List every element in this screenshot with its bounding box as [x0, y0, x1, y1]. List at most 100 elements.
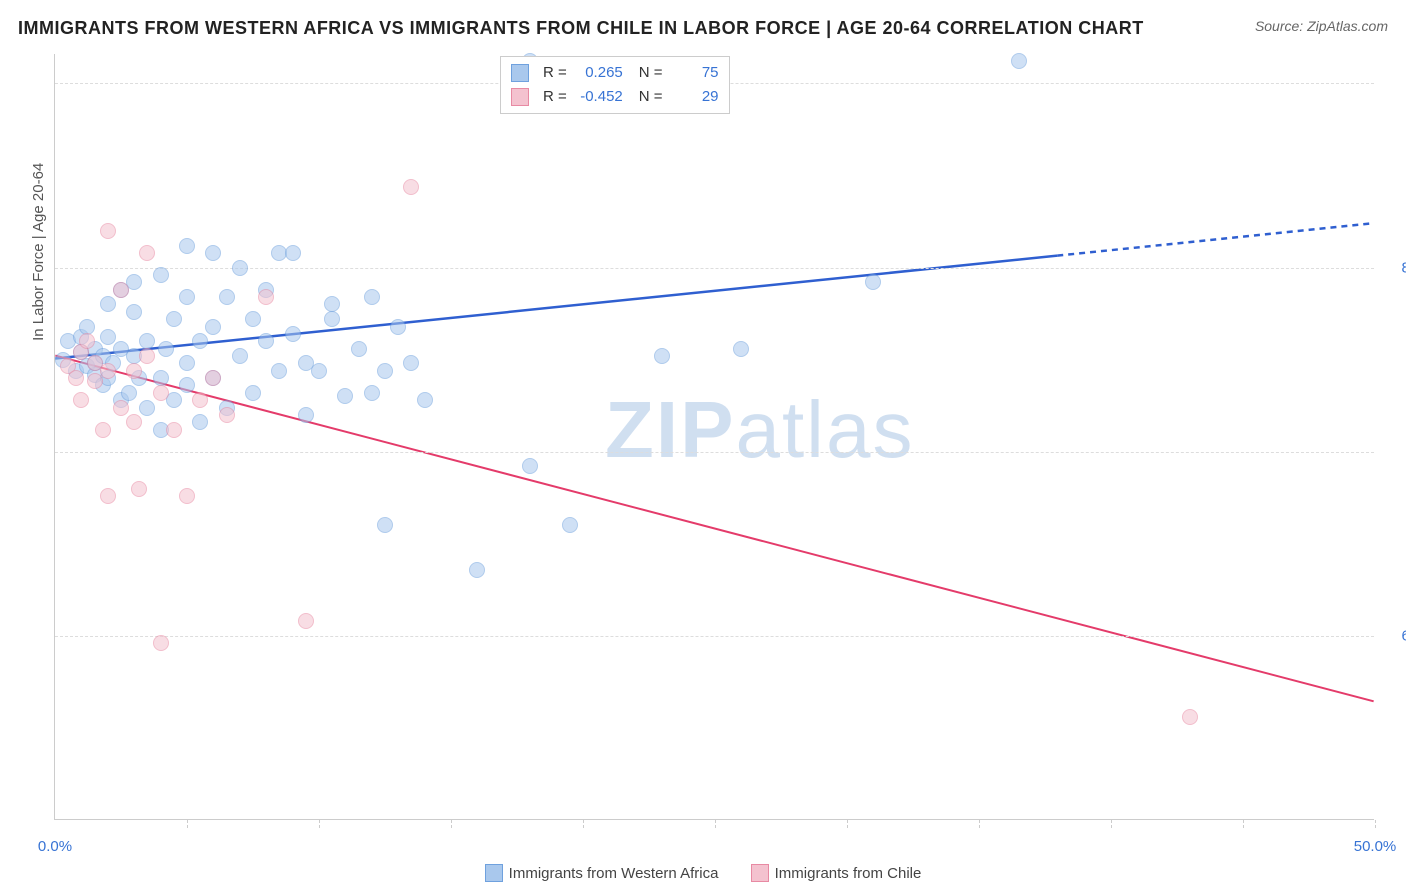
xtick-mark	[187, 820, 188, 828]
data-point-wafrica	[100, 329, 116, 345]
data-point-wafrica	[245, 311, 261, 327]
data-point-wafrica	[1011, 53, 1027, 69]
bottom-legend: Immigrants from Western Africa Immigrant…	[0, 864, 1406, 886]
gridline-h	[55, 268, 1374, 269]
data-point-wafrica	[271, 363, 287, 379]
data-point-wafrica	[865, 274, 881, 290]
data-point-chile	[100, 488, 116, 504]
data-point-wafrica	[522, 458, 538, 474]
data-point-wafrica	[298, 407, 314, 423]
data-point-wafrica	[100, 296, 116, 312]
data-point-chile	[131, 481, 147, 497]
data-point-wafrica	[285, 326, 301, 342]
data-point-chile	[73, 392, 89, 408]
chart-title: IMMIGRANTS FROM WESTERN AFRICA VS IMMIGR…	[18, 18, 1144, 38]
xtick-mark	[1243, 820, 1244, 828]
data-point-chile	[87, 373, 103, 389]
stats-r-label: R =	[543, 85, 567, 109]
data-point-wafrica	[417, 392, 433, 408]
data-point-wafrica	[469, 562, 485, 578]
data-point-wafrica	[179, 289, 195, 305]
xtick-mark	[979, 820, 980, 828]
data-point-wafrica	[377, 517, 393, 533]
xtick-mark	[451, 820, 452, 828]
data-point-chile	[139, 348, 155, 364]
y-axis-label: In Labor Force | Age 20-64	[30, 163, 47, 341]
data-point-wafrica	[390, 319, 406, 335]
data-point-wafrica	[232, 348, 248, 364]
stats-n-value: 75	[671, 61, 719, 85]
data-point-wafrica	[654, 348, 670, 364]
data-point-chile	[153, 635, 169, 651]
data-point-chile	[79, 333, 95, 349]
xtick-mark	[319, 820, 320, 828]
data-point-wafrica	[139, 400, 155, 416]
stats-n-value: 29	[671, 85, 719, 109]
data-point-wafrica	[205, 319, 221, 335]
data-point-chile	[258, 289, 274, 305]
data-point-wafrica	[232, 260, 248, 276]
trendline-wafrica-ext	[1057, 223, 1373, 255]
data-point-wafrica	[179, 377, 195, 393]
ytick-label: 87.5%	[1384, 259, 1406, 276]
xtick-label: 0.0%	[38, 838, 72, 855]
data-point-chile	[68, 370, 84, 386]
data-point-chile	[126, 363, 142, 379]
data-point-wafrica	[733, 341, 749, 357]
scatter-plot-area: ZIPatlas 62.5%87.5%0.0%50.0%	[54, 54, 1374, 820]
stats-r-value: -0.452	[575, 85, 623, 109]
data-point-wafrica	[139, 333, 155, 349]
xtick-label: 50.0%	[1354, 838, 1397, 855]
legend-item-chile: Immigrants from Chile	[751, 864, 922, 882]
stats-legend-box: R = 0.265 N = 75R = -0.452 N = 29	[500, 56, 730, 114]
data-point-chile	[153, 385, 169, 401]
legend-label-wafrica: Immigrants from Western Africa	[509, 865, 719, 882]
data-point-wafrica	[179, 355, 195, 371]
data-point-chile	[126, 414, 142, 430]
data-point-wafrica	[153, 370, 169, 386]
data-point-wafrica	[364, 289, 380, 305]
data-point-chile	[166, 422, 182, 438]
xtick-mark	[583, 820, 584, 828]
stats-n-label: N =	[639, 85, 663, 109]
data-point-chile	[205, 370, 221, 386]
data-point-wafrica	[192, 333, 208, 349]
data-point-wafrica	[324, 296, 340, 312]
data-point-wafrica	[205, 245, 221, 261]
xtick-mark	[715, 820, 716, 828]
data-point-wafrica	[126, 304, 142, 320]
data-point-wafrica	[364, 385, 380, 401]
data-point-wafrica	[219, 289, 235, 305]
stats-row-chile: R = -0.452 N = 29	[511, 85, 719, 109]
data-point-wafrica	[377, 363, 393, 379]
data-point-wafrica	[121, 385, 137, 401]
data-point-chile	[219, 407, 235, 423]
data-point-chile	[298, 613, 314, 629]
data-point-chile	[95, 422, 111, 438]
stats-n-label: N =	[639, 61, 663, 85]
watermark: ZIPatlas	[605, 384, 914, 476]
data-point-wafrica	[258, 333, 274, 349]
legend-item-wafrica: Immigrants from Western Africa	[485, 864, 719, 882]
stats-r-value: 0.265	[575, 61, 623, 85]
data-point-wafrica	[337, 388, 353, 404]
data-point-wafrica	[351, 341, 367, 357]
data-point-chile	[100, 223, 116, 239]
data-point-wafrica	[245, 385, 261, 401]
data-point-wafrica	[179, 238, 195, 254]
data-point-wafrica	[192, 414, 208, 430]
data-point-wafrica	[403, 355, 419, 371]
data-point-chile	[179, 488, 195, 504]
data-point-chile	[403, 179, 419, 195]
xtick-mark	[1375, 820, 1376, 828]
stats-swatch-icon	[511, 88, 529, 106]
data-point-chile	[1182, 709, 1198, 725]
data-point-wafrica	[562, 517, 578, 533]
data-point-wafrica	[153, 267, 169, 283]
data-point-chile	[100, 363, 116, 379]
data-point-wafrica	[158, 341, 174, 357]
legend-label-chile: Immigrants from Chile	[775, 865, 922, 882]
gridline-h	[55, 452, 1374, 453]
stats-row-wafrica: R =0.265N =75	[511, 61, 719, 85]
xtick-mark	[1111, 820, 1112, 828]
